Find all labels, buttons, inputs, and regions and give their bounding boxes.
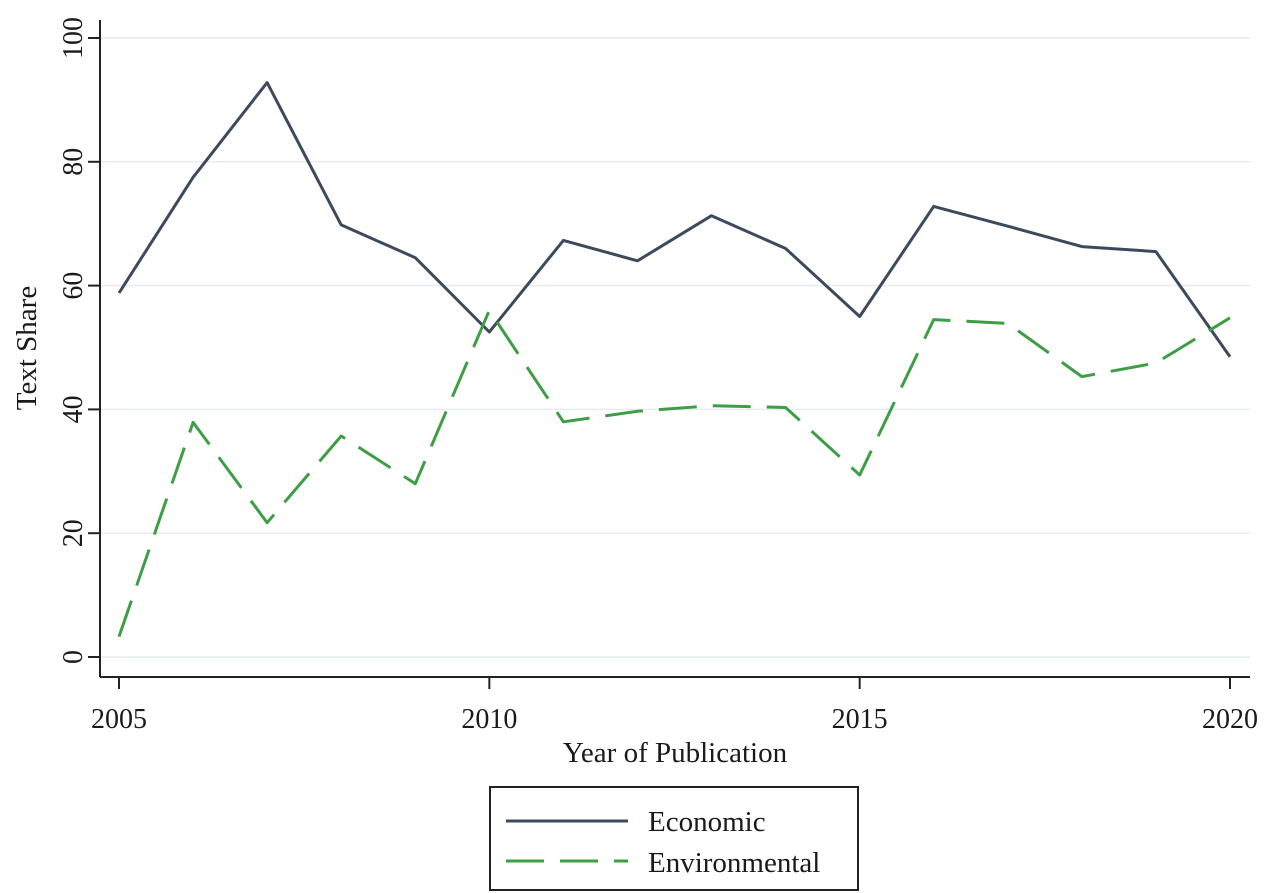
x-tick-label-2020: 2020 [1202,704,1258,735]
y-tick-label-60: 60 [58,272,89,300]
series-line-economic [117,81,1232,358]
x-ticks: 2005 2010 2015 2020 [91,677,1258,735]
y-tick-label-40: 40 [58,395,89,423]
y-tick-label-0: 0 [58,650,89,664]
legend-label-environmental: Environmental [648,847,820,879]
axes [99,20,1250,678]
x-tick-label-2010: 2010 [461,704,517,735]
y-tick-label-80: 80 [58,148,89,176]
series-lines [117,81,1232,638]
legend-box [489,786,859,891]
y-tick-label-100: 100 [58,17,89,59]
legend: Economic Environmental [489,786,859,891]
series-line-environmental [117,308,1231,638]
y-tick-label-20: 20 [58,519,89,547]
y-axis-title: Text Share [11,286,43,410]
x-tick-label-2005: 2005 [91,704,147,735]
x-axis-title: Year of Publication [563,737,788,769]
x-tick-label-2015: 2015 [832,704,888,735]
y-ticks: 0 20 40 60 80 100 [58,17,100,664]
legend-label-economic: Economic [648,806,766,838]
